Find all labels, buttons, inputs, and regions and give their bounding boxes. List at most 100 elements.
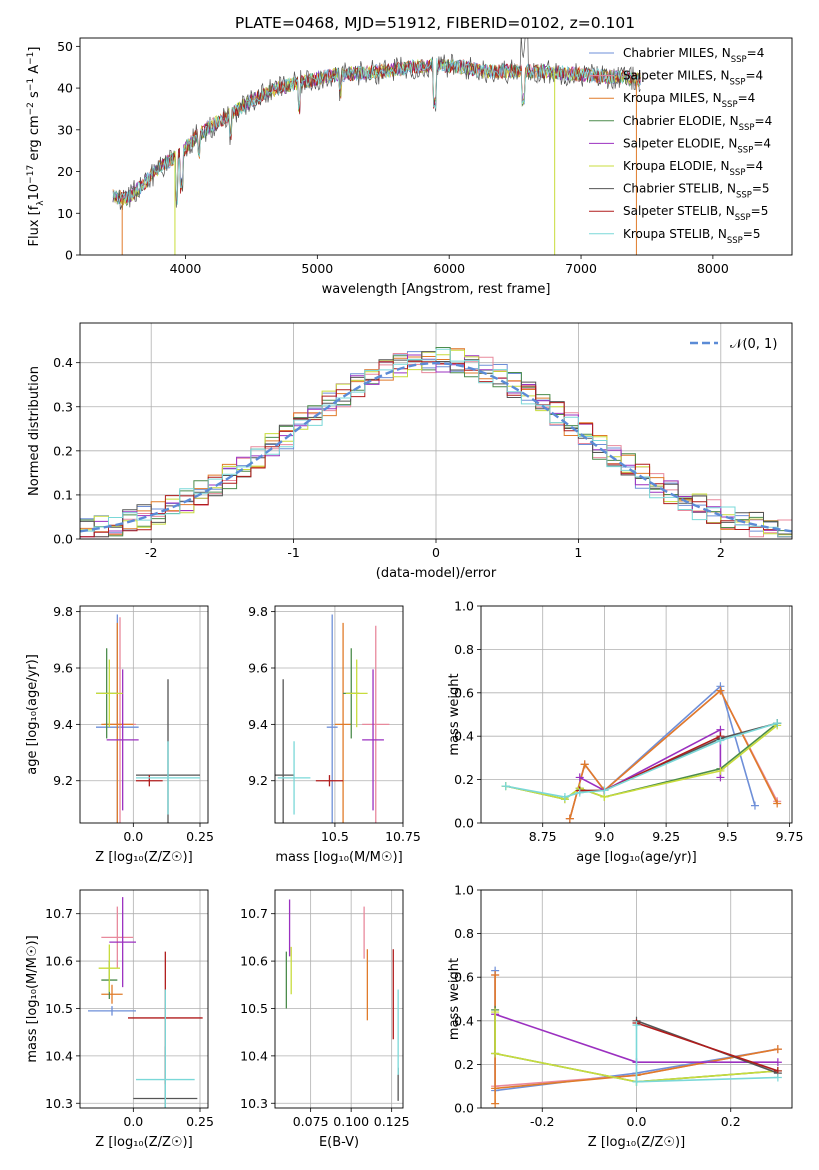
weight-line-kroupa-elodie: [494, 1012, 778, 1083]
x-tick-label: 8000: [697, 261, 729, 276]
legend-label: 𝒩(0, 1): [730, 337, 777, 352]
panel-mass-vs-ebv: 0.075 0.100 0.125 10.3 10.4 10.5 10.6 10.7 E(B-V…: [240, 889, 410, 1150]
axes-frame: [79, 322, 793, 540]
x-tick-label: 0.25: [186, 829, 214, 844]
legend-text: Salpeter ELODIE, N: [623, 136, 737, 150]
legend-sub: SSP: [731, 55, 747, 65]
y-tick-label: 9.6: [248, 661, 268, 676]
weight-marker: [491, 971, 500, 980]
y-tick-label: 0.6: [454, 970, 474, 985]
y-label-part: ]: [27, 47, 42, 52]
panel-residuals: -2 -1 0 1 2 0.0 0.1 0.2 0.3 0.4 (data-model)/error…: [53, 322, 793, 581]
legend-tail: =4: [738, 91, 756, 105]
x-tick-label: 0.2: [721, 1114, 741, 1129]
x-tick-label: 9.25: [652, 829, 680, 844]
weight-line-kroupa-elodie: [505, 724, 778, 800]
axes-frame: [274, 889, 404, 1109]
legend-text: Chabrier MILES, N: [623, 46, 731, 60]
axes-frame: [480, 605, 793, 824]
y-tick-label: 0.0: [53, 532, 73, 547]
x-tick-label: 6000: [433, 261, 465, 276]
x-tick-label: 7000: [565, 261, 597, 276]
weight-line-salpeter-stelib: [636, 1022, 779, 1072]
y-tick-label: 0.4: [454, 1013, 474, 1028]
x-tick-label: 0: [432, 545, 440, 560]
x-axis-label: Z [log₁₀(Z/Z☉)]: [95, 1135, 192, 1150]
weight-marker: [632, 1077, 641, 1086]
x-axis-label: E(B-V): [319, 1135, 359, 1150]
y-tick-label: 10.6: [45, 954, 73, 969]
y-tick-label: 10.4: [45, 1048, 73, 1063]
legend-label: Chabrier STELIB, NSSP=5: [623, 182, 770, 201]
weight-marker: [773, 1058, 782, 1067]
weight-marker: [575, 773, 584, 782]
x-tick-label: 10.75: [385, 829, 421, 844]
figure-title: PLATE=0468, MJD=51912, FIBERID=0102, z=0…: [235, 14, 635, 32]
legend-sub: SSP: [722, 100, 738, 110]
y-label-part: 10: [27, 184, 42, 201]
y-tick-label: 50: [57, 39, 73, 54]
weight-marker: [773, 1045, 782, 1054]
axes-frame: [79, 605, 209, 824]
y-axis-label: mass [log₁₀(M/M☉)]: [25, 935, 40, 1062]
y-axis-label: mass weight: [447, 673, 462, 755]
spectrum-chabrier-stelib: [112, 38, 641, 211]
weight-marker: [750, 801, 759, 810]
weight-marker: [580, 760, 589, 769]
weight-line-kroupa-stelib: [505, 722, 778, 798]
weight-marker: [575, 788, 584, 797]
legend-label: Chabrier ELODIE, NSSP=4: [623, 114, 772, 133]
legend-text: Kroupa STELIB, N: [623, 227, 727, 241]
y-tick-label: 1.0: [454, 599, 474, 614]
legend-text: Kroupa ELODIE, N: [623, 159, 730, 173]
y-label-part: Flux [f: [27, 205, 42, 246]
weight-marker: [632, 1021, 641, 1030]
y-tick-label: 0.0: [454, 816, 474, 831]
weight-marker: [491, 1099, 500, 1108]
y-tick-label: 0.0: [454, 1101, 474, 1116]
y-label-part: −17: [26, 165, 36, 184]
y-tick-label: 0.1: [53, 487, 73, 502]
x-tick-label: 9.5: [718, 829, 738, 844]
legend-text: Salpeter STELIB, N: [623, 204, 735, 218]
legend-text: Salpeter MILES, N: [623, 69, 730, 83]
y-tick-label: 9.2: [248, 773, 268, 788]
y-tick-label: 10.7: [240, 906, 268, 921]
y-tick-label: 1.0: [454, 883, 474, 898]
y-tick-label: 0: [65, 248, 73, 263]
y-tick-label: 10.7: [45, 906, 73, 921]
x-axis-label: Z [log₁₀(Z/Z☉)]: [588, 1135, 685, 1150]
y-tick-label: 10.5: [45, 1001, 73, 1016]
y-axis-label: Normed distribution: [27, 366, 42, 496]
x-tick-label: 0.25: [186, 1114, 214, 1129]
x-tick-label: -0.2: [530, 1114, 554, 1129]
y-tick-label: 0.4: [454, 729, 474, 744]
y-tick-label: 9.6: [53, 661, 73, 676]
legend-sub: SSP: [736, 191, 752, 201]
legend-tail: =4: [745, 69, 763, 83]
weight-marker: [565, 814, 574, 823]
y-tick-label: 10.5: [240, 1001, 268, 1016]
y-tick-label: 0.2: [454, 1057, 474, 1072]
weight-marker: [716, 766, 725, 775]
y-tick-label: 10.3: [240, 1096, 268, 1111]
weight-marker: [491, 1008, 500, 1017]
weight-marker: [716, 736, 725, 745]
y-tick-label: 9.2: [53, 773, 73, 788]
weight-line-salpeter-stelib: [579, 735, 721, 792]
y-tick-label: 0.3: [53, 399, 73, 414]
legend-label: Kroupa STELIB, NSSP=5: [623, 227, 761, 246]
legend-label: Salpeter STELIB, NSSP=5: [623, 204, 768, 223]
legend-sub: SSP: [730, 78, 746, 88]
legend-sub: SSP: [737, 145, 753, 155]
legend-sub: SSP: [739, 123, 755, 133]
x-tick-label: 9.75: [776, 829, 804, 844]
y-tick-label: 9.8: [53, 604, 73, 619]
x-tick-label: 5000: [301, 261, 333, 276]
y-tick-label: 9.8: [248, 604, 268, 619]
y-tick-label: 40: [57, 81, 73, 96]
y-tick-label: 0.2: [53, 443, 73, 458]
x-tick-label: 2: [717, 545, 725, 560]
x-tick-label: -2: [145, 545, 157, 560]
